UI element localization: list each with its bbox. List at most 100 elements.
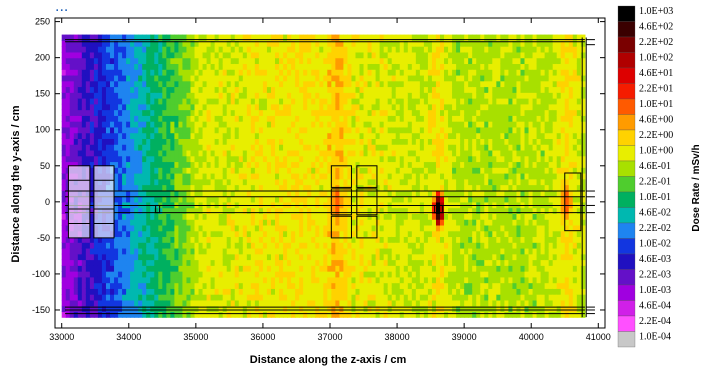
heatmap-cell: [279, 196, 284, 203]
heatmap-cell: [250, 259, 256, 266]
heatmap-cell: [315, 253, 320, 261]
heatmap-cell: [61, 219, 67, 226]
heatmap-cell: [452, 132, 457, 139]
heatmap-cell: [311, 253, 316, 261]
heatmap-cell: [230, 299, 236, 307]
heatmap-cell: [142, 178, 147, 186]
heatmap-cell: [464, 69, 469, 76]
heatmap-cell: [162, 92, 167, 99]
heatmap-cell: [347, 242, 353, 249]
heatmap-cell: [218, 259, 224, 266]
heatmap-cell: [311, 196, 316, 203]
heatmap-cell: [134, 207, 139, 214]
heatmap-cell: [190, 144, 196, 151]
heatmap-cell: [315, 63, 320, 70]
heatmap-cell: [206, 294, 212, 301]
heatmap-cell: [359, 242, 365, 249]
heatmap-cell: [407, 51, 413, 59]
heatmap-cell: [291, 265, 296, 272]
heatmap-cell: [464, 126, 469, 134]
heatmap-cell: [230, 271, 236, 278]
heatmap-cell: [291, 230, 296, 238]
heatmap-cell: [238, 271, 244, 278]
heatmap-cell: [270, 271, 276, 278]
heatmap-cell: [319, 121, 324, 128]
heatmap-cell: [468, 265, 473, 272]
heatmap-cell: [142, 86, 147, 93]
heatmap-cell: [69, 126, 75, 134]
heatmap-cell: [448, 253, 453, 261]
heatmap-cell: [456, 265, 461, 272]
heatmap-cell: [307, 74, 312, 82]
heatmap-cell: [452, 161, 457, 168]
heatmap-cell: [379, 288, 385, 295]
heatmap-cell: [250, 299, 256, 307]
heatmap-cell: [275, 265, 280, 272]
heatmap-cell: [327, 184, 332, 191]
heatmap-cell: [266, 115, 272, 122]
heatmap-cell: [395, 86, 401, 93]
heatmap-cell: [351, 294, 357, 301]
heatmap-cell: [214, 40, 220, 47]
heatmap-cell: [89, 80, 95, 88]
heatmap-cell: [89, 109, 95, 116]
heatmap-cell: [440, 276, 445, 284]
heatmap-cell: [178, 86, 184, 93]
heatmap-cell: [150, 253, 155, 261]
heatmap-cell: [383, 271, 389, 278]
heatmap-cell: [242, 213, 248, 220]
heatmap-cell: [403, 282, 409, 289]
heatmap-cell: [283, 207, 288, 214]
heatmap-cell: [423, 155, 429, 163]
heatmap-cell: [411, 213, 417, 220]
heatmap-cell: [206, 311, 212, 318]
heatmap-cell: [456, 196, 461, 203]
heatmap-cell: [383, 138, 389, 145]
heatmap-cell: [415, 207, 421, 214]
heatmap-cell: [138, 149, 143, 157]
heatmap-cell: [299, 138, 304, 145]
heatmap-cell: [170, 57, 175, 65]
heatmap-cell: [166, 271, 171, 278]
heatmap-cell: [427, 299, 433, 307]
heatmap-cell: [327, 219, 332, 226]
heatmap-cell: [395, 34, 401, 41]
heatmap-cell: [266, 236, 272, 243]
heatmap-cell: [266, 253, 272, 261]
heatmap-cell: [343, 288, 349, 295]
heatmap-cell: [419, 224, 425, 232]
heatmap-cell: [73, 121, 79, 128]
heatmap-cell: [69, 276, 75, 284]
heatmap-cell: [214, 167, 220, 174]
heatmap-cell: [138, 161, 143, 168]
heatmap-cell: [311, 311, 316, 318]
heatmap-cell: [226, 98, 232, 105]
heatmap-cell: [262, 57, 268, 65]
heatmap-cell: [77, 98, 83, 105]
heatmap-cell: [452, 126, 457, 134]
heatmap-cell: [77, 294, 83, 301]
heatmap-cell: [391, 149, 397, 157]
heatmap-cell: [142, 196, 147, 203]
heatmap-cell: [468, 167, 473, 174]
heatmap-cell: [468, 98, 473, 105]
heatmap-cell: [198, 109, 204, 116]
heatmap-cell: [130, 230, 135, 238]
heatmap-cell: [190, 230, 196, 238]
heatmap-cell: [375, 80, 381, 88]
heatmap-cell: [387, 149, 393, 157]
heatmap-cell: [218, 138, 224, 145]
heatmap-cell: [101, 115, 107, 122]
heatmap-cell: [174, 271, 180, 278]
heatmap-cell: [77, 282, 83, 289]
heatmap-cell: [206, 98, 212, 105]
heatmap-cell: [198, 213, 204, 220]
heatmap-cell: [158, 259, 163, 266]
heatmap-cell: [279, 219, 284, 226]
heatmap-cell: [110, 265, 115, 272]
heatmap-cell: [283, 196, 288, 203]
heatmap-cell: [93, 74, 99, 82]
heatmap-cell: [138, 253, 143, 261]
heatmap-cell: [81, 305, 87, 313]
heatmap-cell: [242, 126, 248, 134]
